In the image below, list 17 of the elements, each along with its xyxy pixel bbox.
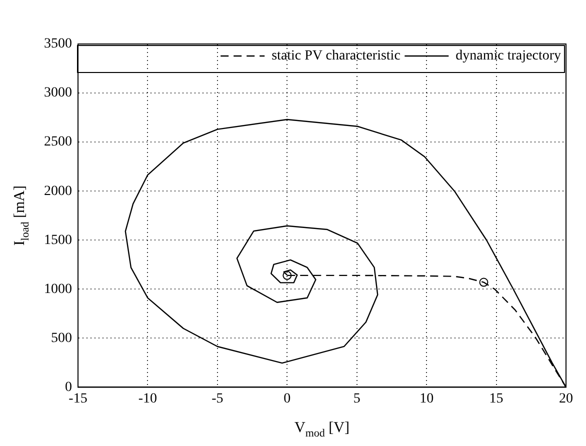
y-tick-label: 2000 xyxy=(44,184,72,199)
y-axis-title: Iload [mA] xyxy=(12,186,32,246)
x-tick-label: 20 xyxy=(559,391,573,406)
y-tick-label: 500 xyxy=(51,330,72,346)
x-tick-label: 15 xyxy=(489,391,504,406)
x-tick-label: 10 xyxy=(420,391,434,406)
x-tick-label: 5 xyxy=(353,391,360,406)
y-tick-label: 1500 xyxy=(44,232,72,248)
y-tick-label: 2500 xyxy=(44,134,72,150)
y-tick-label: 3500 xyxy=(44,36,72,52)
legend-label: static PV characteristic xyxy=(272,48,400,64)
x-tick-label: -10 xyxy=(138,391,158,406)
x-tick-label: 0 xyxy=(284,391,291,406)
x-tick-label: -5 xyxy=(212,391,224,406)
y-tick-label: 3000 xyxy=(44,86,72,101)
y-tick-label: 1000 xyxy=(44,282,72,297)
legend-label: dynamic trajectory xyxy=(456,48,561,64)
